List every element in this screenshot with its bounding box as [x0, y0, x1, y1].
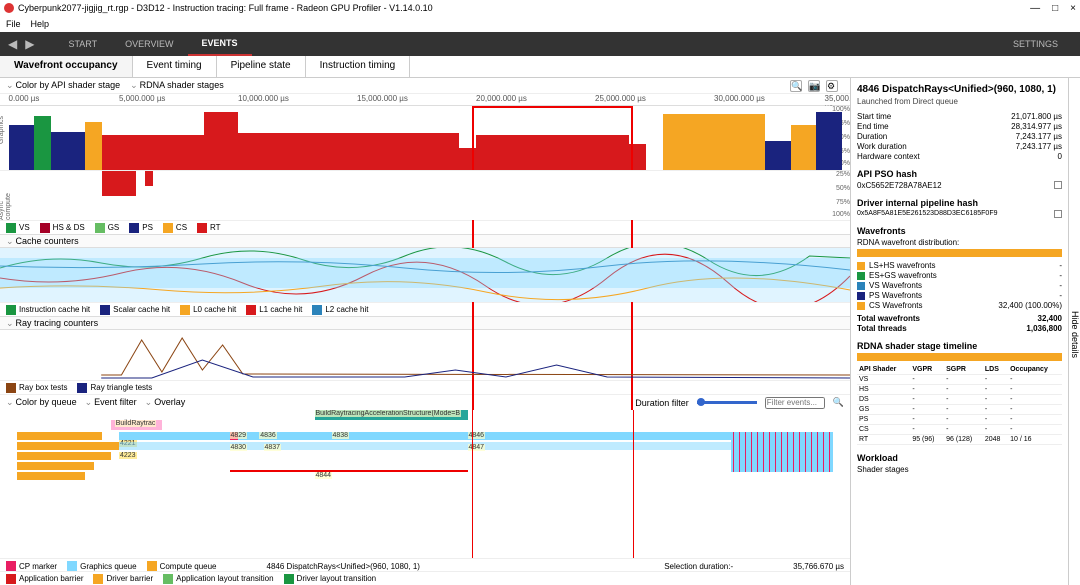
- color-by-api-dropdown[interactable]: Color by API shader stage: [16, 80, 121, 90]
- color-by-queue-dropdown[interactable]: Color by queue: [16, 397, 77, 407]
- wavefront-distribution-bar: [857, 249, 1062, 257]
- subtab-event-timing[interactable]: Event timing: [133, 56, 217, 77]
- stage-timeline-bar: [857, 353, 1062, 361]
- app-icon: [4, 3, 14, 13]
- hide-details-handle[interactable]: Hide details: [1068, 78, 1080, 585]
- menu-bar: File Help: [0, 16, 1080, 32]
- event-filter-dropdown[interactable]: Event filter: [94, 397, 137, 407]
- rt-counters-header[interactable]: ⌄Ray tracing counters: [0, 316, 850, 330]
- event-timeline[interactable]: BuildRaytracingAccelerationStructure(Mod…: [0, 410, 850, 558]
- filter-row: ⌄Color by API shader stage ⌄RDNA shader …: [0, 78, 850, 94]
- async-compute-chart[interactable]: Async compute 25% 50% 75% 100%: [0, 170, 850, 220]
- rdna-stages-dropdown[interactable]: RDNA shader stages: [140, 80, 224, 90]
- tab-settings[interactable]: SETTINGS: [999, 32, 1072, 56]
- nav-bar: ◀ ▶ START OVERVIEW EVENTS SETTINGS: [0, 32, 1080, 56]
- selection-duration: Selection duration:-: [664, 562, 733, 571]
- copy-icon-2[interactable]: [1054, 210, 1062, 218]
- subtabs: Wavefront occupancy Event timing Pipelin…: [0, 56, 1080, 78]
- search-icon-2[interactable]: 🔍: [833, 397, 844, 408]
- copy-icon[interactable]: [1054, 181, 1062, 189]
- cache-counters-chart[interactable]: [0, 248, 850, 302]
- shader-table: API ShaderVGPRSGPRLDSOccupancy VS---- HS…: [857, 365, 1062, 445]
- graphics-occupancy-chart[interactable]: Graphics 100% 75% 50% 25% 0%: [0, 106, 850, 170]
- tab-overview[interactable]: OVERVIEW: [111, 32, 187, 56]
- status-event: 4846 DispatchRays<Unified>(960, 1080, 1): [267, 562, 420, 571]
- duration-filter-label: Duration filter: [635, 398, 689, 408]
- overlay-dropdown[interactable]: Overlay: [154, 397, 185, 407]
- stage-legend: VS HS & DS GS PS CS RT: [0, 220, 850, 234]
- details-panel: 4846 DispatchRays<Unified>(960, 1080, 1)…: [850, 78, 1068, 585]
- queue-legend-2: Application barrier Driver barrier Appli…: [0, 571, 850, 585]
- filter-events-input[interactable]: [765, 397, 825, 409]
- subtab-wavefront[interactable]: Wavefront occupancy: [0, 56, 133, 77]
- subtab-pipeline-state[interactable]: Pipeline state: [217, 56, 306, 77]
- rt-legend: Ray box tests Ray triangle tests: [0, 380, 850, 394]
- minimize-button[interactable]: —: [1030, 3, 1040, 14]
- queue-legend: CP marker Graphics queue Compute queue 4…: [0, 558, 850, 571]
- total-duration: 35,766.670 µs: [793, 562, 844, 571]
- tab-events[interactable]: EVENTS: [188, 32, 252, 56]
- tab-start[interactable]: START: [54, 32, 111, 56]
- cache-legend: Instruction cache hit Scalar cache hit L…: [0, 302, 850, 316]
- camera-icon[interactable]: 📷: [808, 80, 820, 92]
- menu-file[interactable]: File: [6, 19, 21, 29]
- rt-counters-chart[interactable]: [0, 330, 850, 380]
- subtab-instruction-timing[interactable]: Instruction timing: [306, 56, 411, 77]
- nav-back-icon[interactable]: ◀: [8, 37, 17, 51]
- window-title: Cyberpunk2077-jigjig_rt.rgp - D3D12 - In…: [18, 3, 1030, 13]
- close-button[interactable]: ×: [1070, 3, 1076, 14]
- maximize-button[interactable]: □: [1052, 3, 1058, 14]
- nav-forward-icon[interactable]: ▶: [25, 37, 34, 51]
- title-bar: Cyberpunk2077-jigjig_rt.rgp - D3D12 - In…: [0, 0, 1080, 16]
- cache-counters-header[interactable]: ⌄Cache counters: [0, 234, 850, 248]
- time-ruler: 0.000 µs 5,000.000 µs 10,000.000 µs 15,0…: [0, 94, 850, 106]
- duration-filter-slider[interactable]: [697, 401, 757, 404]
- search-icon[interactable]: 🔍: [790, 80, 802, 92]
- settings-icon[interactable]: ⚙: [826, 80, 838, 92]
- details-title: 4846 DispatchRays<Unified>(960, 1080, 1): [857, 84, 1062, 95]
- event-filter-row: ⌄Color by queue ⌄Event filter ⌄Overlay D…: [0, 394, 850, 410]
- details-queue: Launched from Direct queue: [857, 97, 1062, 106]
- menu-help[interactable]: Help: [31, 19, 50, 29]
